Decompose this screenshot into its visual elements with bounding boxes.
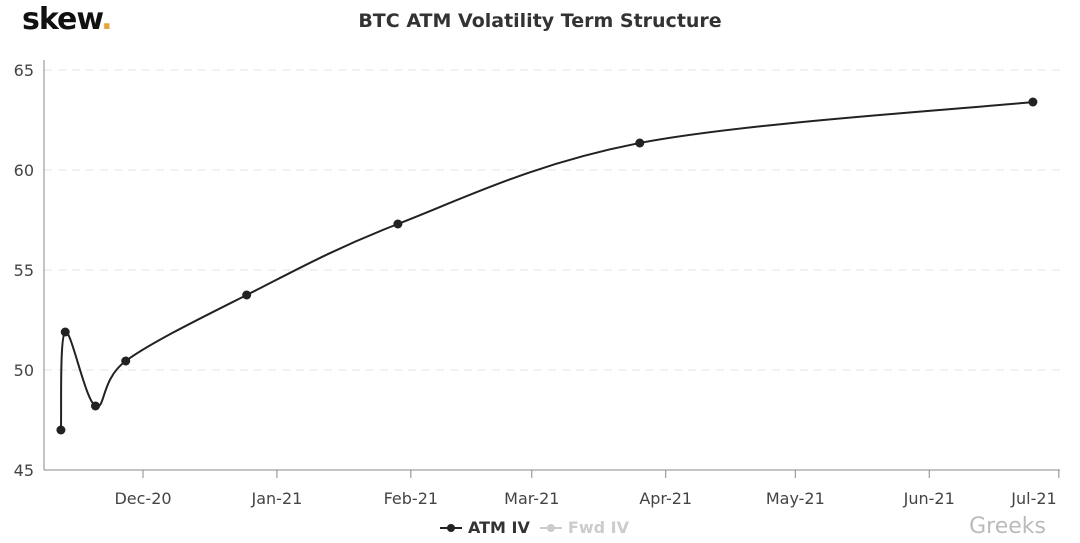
fwd-iv-legend-marker: [539, 523, 562, 532]
atm-iv-point: [635, 138, 645, 148]
y-tick-label: 65: [14, 61, 34, 80]
logo-text: skew: [22, 2, 102, 37]
atm-iv-point: [56, 425, 66, 435]
atm-iv-line: [59, 101, 1034, 431]
x-tick-label: Feb-21: [384, 489, 438, 508]
x-tick-label: May-21: [766, 489, 825, 508]
x-tick-label: Jun-21: [903, 489, 955, 508]
legend-label: Fwd IV: [567, 518, 629, 537]
chart-title: BTC ATM Volatility Term Structure: [358, 10, 722, 32]
x-tick-label: Jul-21: [1010, 489, 1056, 508]
atm-iv-point: [121, 356, 131, 366]
x-tick-label: Dec-20: [114, 489, 171, 508]
y-tick-label: 60: [14, 161, 34, 180]
logo-dot: .: [101, 2, 112, 37]
y-tick-label: 55: [14, 261, 34, 280]
atm-iv-point: [90, 401, 100, 411]
atm-iv-legend-marker: [440, 523, 462, 532]
legend: ATM IV Fwd IV: [440, 518, 629, 537]
y-tick-label: 50: [14, 361, 34, 380]
legend-item-fwd-iv[interactable]: Fwd IV: [539, 518, 629, 537]
legend-label: ATM IV: [468, 518, 530, 537]
watermark: Greeks: [969, 514, 1046, 539]
y-tick-label: 45: [14, 461, 34, 480]
atm-iv-point: [60, 327, 70, 337]
x-tick-label: Apr-21: [639, 489, 692, 508]
legend-item-atm-iv[interactable]: ATM IV: [440, 518, 530, 537]
x-tick-label: Mar-21: [504, 489, 559, 508]
skew-logo: skew.: [22, 2, 113, 37]
atm-iv-point: [1028, 97, 1038, 107]
atm-iv-point: [393, 219, 403, 229]
atm-iv-point: [242, 290, 252, 300]
x-tick-label: Jan-21: [251, 489, 303, 508]
